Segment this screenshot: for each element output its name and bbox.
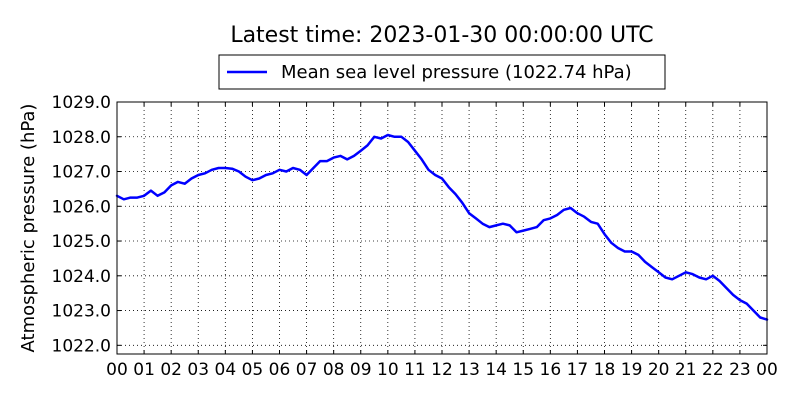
x-tick-label: 02 bbox=[160, 360, 182, 380]
x-tick-labels: 00 01 02 03 04 05 06 07 08 09 10 11 12 13 14 15 16 17 18 19… bbox=[106, 360, 778, 380]
x-tick-label: 10 bbox=[377, 360, 399, 380]
y-tick-label: 1025.0 bbox=[52, 232, 111, 252]
x-tick-label: 12 bbox=[431, 360, 453, 380]
y-tick-label: 1024.0 bbox=[52, 267, 111, 287]
y-axis-label: Atmospheric pressure (hPa) bbox=[18, 104, 39, 353]
plot-frame bbox=[116, 101, 768, 355]
plot-series bbox=[115, 133, 769, 321]
x-tick-label: 23 bbox=[729, 360, 751, 380]
y-tick-label: 1026.0 bbox=[52, 197, 111, 217]
series-line-mean-sea-level-pressure bbox=[115, 133, 769, 321]
y-tick-label: 1027.0 bbox=[52, 163, 111, 183]
x-tick-label: 18 bbox=[594, 360, 616, 380]
x-tick-label: 04 bbox=[215, 360, 237, 380]
legend-label: Mean sea level pressure (1022.74 hPa) bbox=[281, 62, 632, 83]
x-tick-label: 22 bbox=[702, 360, 724, 380]
x-tick-label: 21 bbox=[675, 360, 697, 380]
x-tick-label: 05 bbox=[242, 360, 264, 380]
x-tick-label: 06 bbox=[269, 360, 291, 380]
chart-title: Latest time: 2023-01-30 00:00:00 UTC bbox=[230, 23, 653, 48]
y-tick-label: 1028.0 bbox=[52, 128, 111, 148]
x-tick-label: 03 bbox=[187, 360, 209, 380]
x-tick-label: 00 bbox=[756, 360, 778, 380]
x-tick-label: 16 bbox=[540, 360, 562, 380]
x-tick-label: 19 bbox=[621, 360, 643, 380]
x-tick-label: 17 bbox=[567, 360, 589, 380]
x-tick-label: 20 bbox=[648, 360, 670, 380]
x-tick-label: 00 bbox=[106, 360, 128, 380]
y-tick-label: 1022.0 bbox=[52, 336, 111, 356]
x-tick-label: 08 bbox=[323, 360, 345, 380]
y-tick-labels: 1022.0 1023.0 1024.0 1025.0 1026.0 1027.0 1028… bbox=[52, 93, 111, 356]
legend-box bbox=[218, 54, 666, 90]
y-tick-label: 1029.0 bbox=[52, 93, 111, 113]
y-tick-label: 1023.0 bbox=[52, 302, 111, 322]
x-tick-label: 09 bbox=[350, 360, 372, 380]
x-tick-label: 15 bbox=[512, 360, 534, 380]
x-tick-label: 11 bbox=[404, 360, 426, 380]
axis-ticks bbox=[116, 101, 768, 354]
x-tick-label: 14 bbox=[485, 360, 507, 380]
legend: Mean sea level pressure (1022.74 hPa) bbox=[218, 54, 666, 90]
x-tick-label: 01 bbox=[133, 360, 155, 380]
x-tick-label: 13 bbox=[458, 360, 480, 380]
grid bbox=[117, 102, 767, 354]
x-tick-label: 07 bbox=[296, 360, 318, 380]
